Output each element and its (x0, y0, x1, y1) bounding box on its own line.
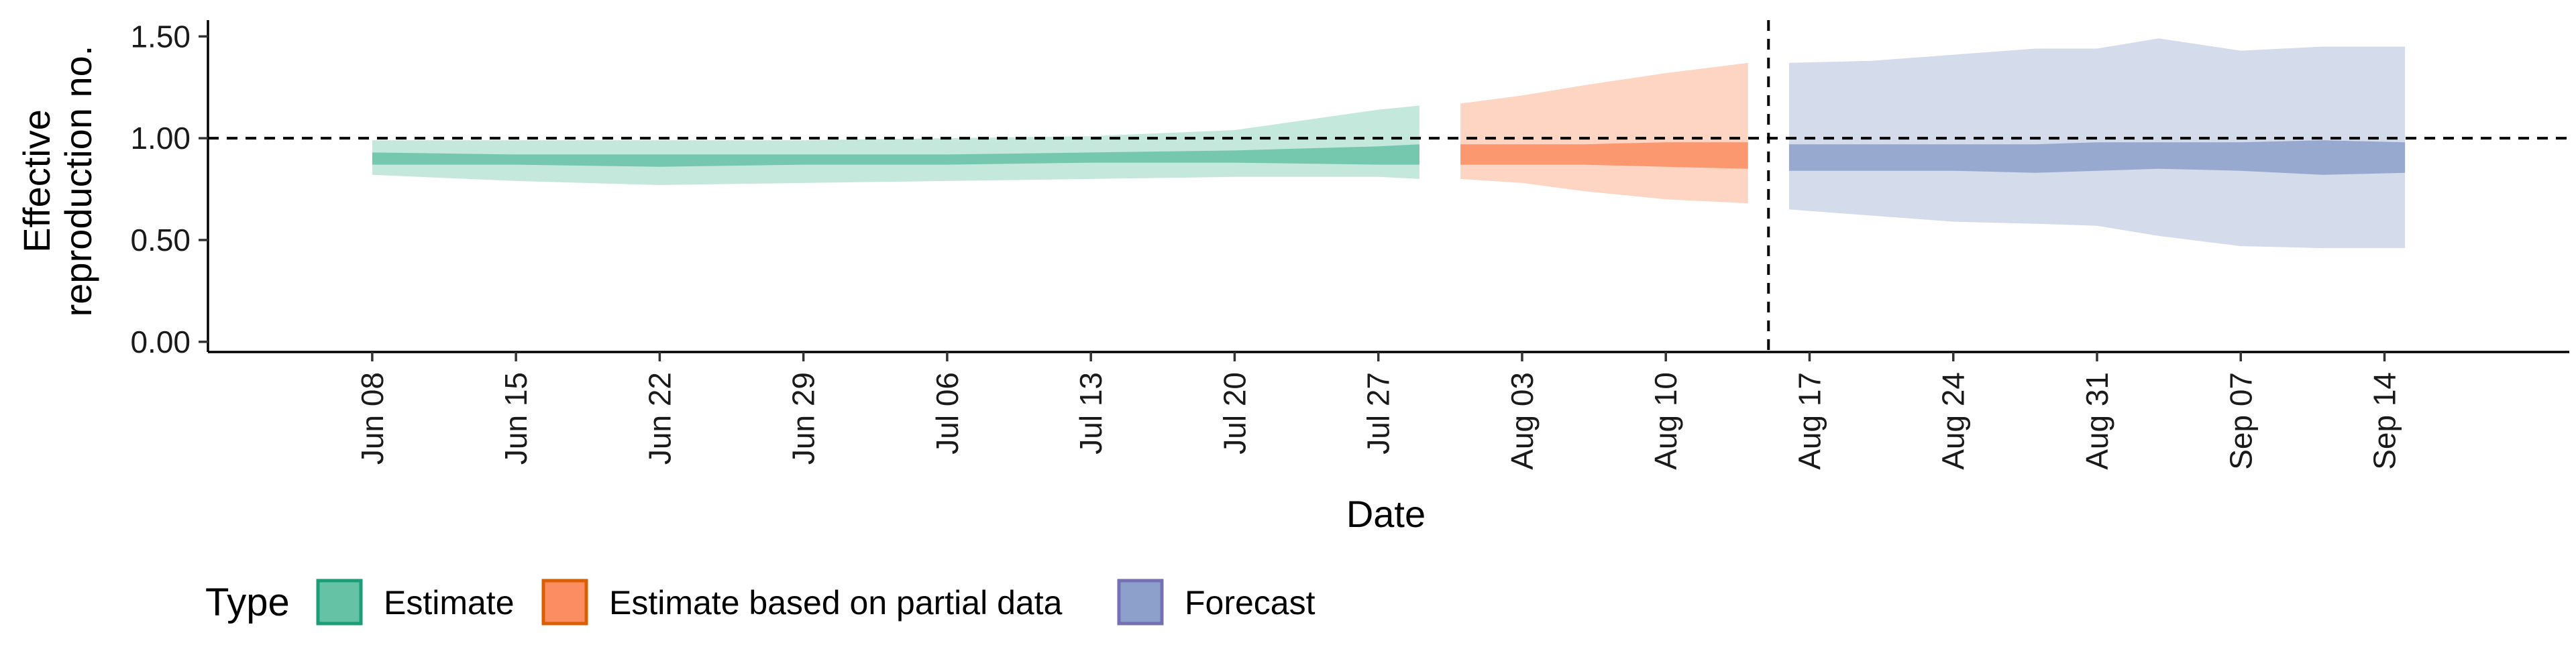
legend-label-estimate-based-on-partial-data: Estimate based on partial data (609, 584, 1063, 622)
x-tick-label: Jun 15 (498, 372, 533, 465)
x-tick-label: Jun 08 (355, 372, 390, 465)
y-axis-title-line-1: Effective (15, 109, 58, 253)
x-tick-label: Jun 22 (642, 372, 677, 465)
legend-entry-estimate: Estimate (316, 579, 515, 626)
band-90-estimate-based-on-partial-data (1460, 62, 1748, 204)
x-tick-label: Sep 07 (2223, 372, 2258, 470)
x-tick-label: Sep 14 (2367, 372, 2402, 470)
x-tick-label: Aug 03 (1505, 372, 1540, 470)
x-tick-label: Jul 06 (930, 372, 965, 455)
legend-swatch-estimate-based-on-partial-data (541, 579, 588, 626)
band-50-estimate-based-on-partial-data (1460, 142, 1748, 169)
y-tick-label: 1.00 (130, 121, 191, 156)
axis-titles: Date Effective reproduction no. (15, 46, 1426, 535)
x-tick-label: Aug 17 (1792, 372, 1827, 470)
legend-swatch-estimate (316, 579, 363, 626)
plot-area (372, 38, 2406, 249)
x-tick-label: Jun 29 (786, 372, 821, 465)
y-axis-title-line-2: reproduction no. (57, 46, 99, 317)
band-50-forecast (1788, 140, 2406, 175)
x-tick-label: Aug 10 (1648, 372, 1683, 470)
band-90-estimate (372, 105, 1419, 185)
band-50-estimate (372, 144, 1419, 167)
x-tick-label: Aug 24 (1936, 372, 1971, 470)
axes: 0.00 0.50 1.00 1.50 Jun 08 Jun 15 Jun 22 Jun 29… (130, 19, 2569, 470)
y-tick-label: 1.50 (130, 19, 191, 54)
legend-swatch-forecast (1117, 579, 1164, 626)
x-tick-label: Jul 20 (1217, 372, 1252, 455)
legend: Type Estimate Estimate based on partial da… (205, 579, 1316, 626)
x-tick-label: Jul 27 (1361, 372, 1396, 455)
x-axis-title: Date (1346, 493, 1426, 535)
series-estimate-based-on-partial-data (1460, 62, 1748, 204)
legend-title: Type (205, 581, 290, 624)
legend-label-estimate: Estimate (384, 584, 515, 622)
legend-label-forecast: Forecast (1185, 584, 1316, 622)
x-tick-label: Jul 13 (1073, 372, 1108, 455)
legend-entry-estimate-based-on-partial-data: Estimate based on partial data (541, 579, 1063, 626)
y-tick-label: 0.00 (130, 325, 191, 359)
series-estimate (372, 105, 1419, 185)
y-tick-label: 0.50 (130, 223, 191, 257)
x-tick-label: Aug 31 (2080, 372, 2114, 470)
legend-entry-forecast: Forecast (1117, 579, 1316, 626)
series-forecast (1788, 38, 2406, 249)
